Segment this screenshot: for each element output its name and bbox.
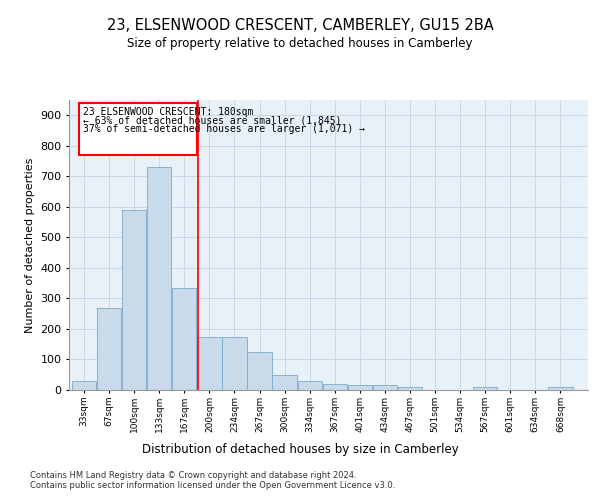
Bar: [72, 381, 96, 390]
Text: Distribution of detached houses by size in Camberley: Distribution of detached houses by size …: [142, 442, 458, 456]
Bar: [97, 308, 121, 390]
Bar: [373, 386, 397, 390]
Y-axis label: Number of detached properties: Number of detached properties: [25, 158, 35, 332]
Bar: [147, 167, 172, 390]
Bar: [473, 387, 497, 390]
Bar: [197, 336, 221, 390]
Bar: [223, 336, 247, 390]
Bar: [79, 103, 197, 155]
Text: ← 63% of detached houses are smaller (1,845): ← 63% of detached houses are smaller (1,…: [83, 116, 341, 126]
Bar: [172, 288, 196, 390]
Bar: [347, 386, 372, 390]
Bar: [548, 387, 572, 390]
Bar: [247, 352, 272, 390]
Bar: [398, 387, 422, 390]
Text: 37% of semi-detached houses are larger (1,071) →: 37% of semi-detached houses are larger (…: [83, 124, 365, 134]
Bar: [298, 381, 322, 390]
Text: Contains public sector information licensed under the Open Government Licence v3: Contains public sector information licen…: [30, 480, 395, 490]
Bar: [272, 374, 297, 390]
Text: 23 ELSENWOOD CRESCENT: 180sqm: 23 ELSENWOOD CRESCENT: 180sqm: [83, 106, 253, 117]
Text: 23, ELSENWOOD CRESCENT, CAMBERLEY, GU15 2BA: 23, ELSENWOOD CRESCENT, CAMBERLEY, GU15 …: [107, 18, 493, 32]
Bar: [122, 210, 146, 390]
Bar: [323, 384, 347, 390]
Text: Contains HM Land Registry data © Crown copyright and database right 2024.: Contains HM Land Registry data © Crown c…: [30, 470, 356, 480]
Text: Size of property relative to detached houses in Camberley: Size of property relative to detached ho…: [127, 38, 473, 51]
